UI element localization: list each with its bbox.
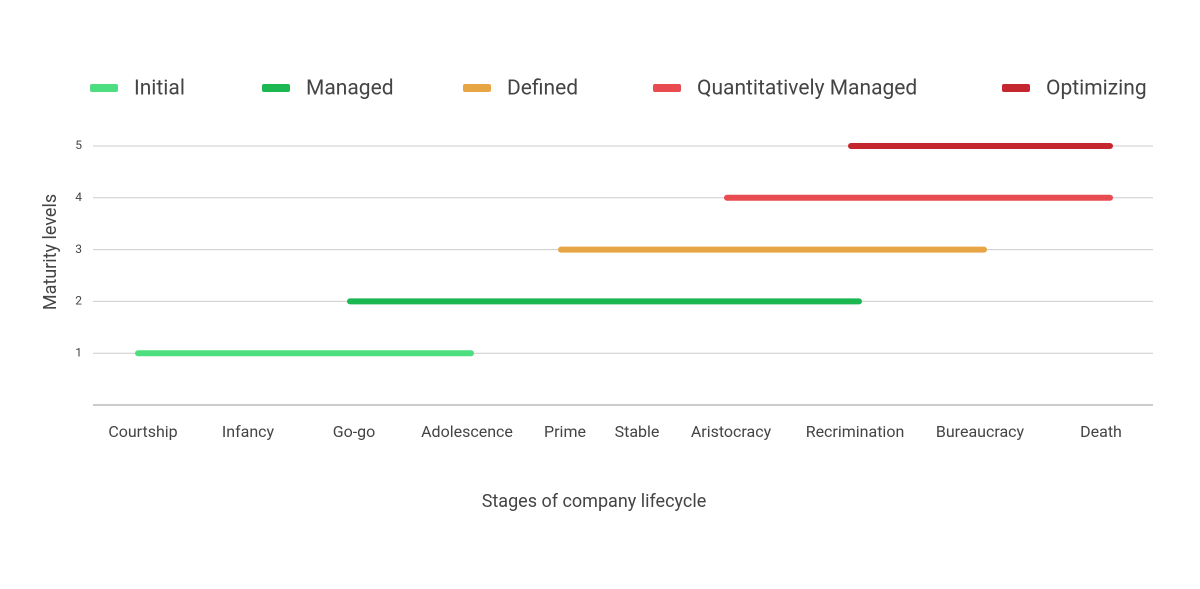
x-tick-label: Courtship [108,422,177,441]
x-tick-label: Adolescence [421,422,513,441]
legend-label: Quantitatively Managed [697,77,917,101]
legend-swatch [653,84,681,92]
legend-swatch [1002,84,1030,92]
y-tick-label: 5 [75,138,82,152]
legend-label: Initial [134,77,185,101]
x-tick-label: Bureaucracy [936,422,1025,441]
x-tick-label: Death [1080,422,1122,441]
y-tick-label: 3 [75,242,82,256]
legend-swatch [90,84,118,92]
x-tick-label: Go-go [333,422,376,441]
legend-label: Optimizing [1046,77,1147,101]
legend-swatch [262,84,290,92]
x-tick-label: Prime [544,422,586,441]
y-tick-label: 1 [75,345,82,359]
x-axis-title: Stages of company lifecycle [482,491,707,512]
legend-label: Defined [507,77,578,101]
x-tick-label: Recrimination [806,422,905,441]
y-tick-label: 4 [75,190,82,204]
legend-label: Managed [306,77,394,101]
x-tick-label: Aristocracy [691,422,772,441]
x-tick-label: Stable [615,422,660,441]
y-tick-label: 2 [75,294,82,308]
x-tick-label: Infancy [222,422,275,441]
legend-swatch [463,84,491,92]
y-axis-title: Maturity levels [40,194,61,310]
